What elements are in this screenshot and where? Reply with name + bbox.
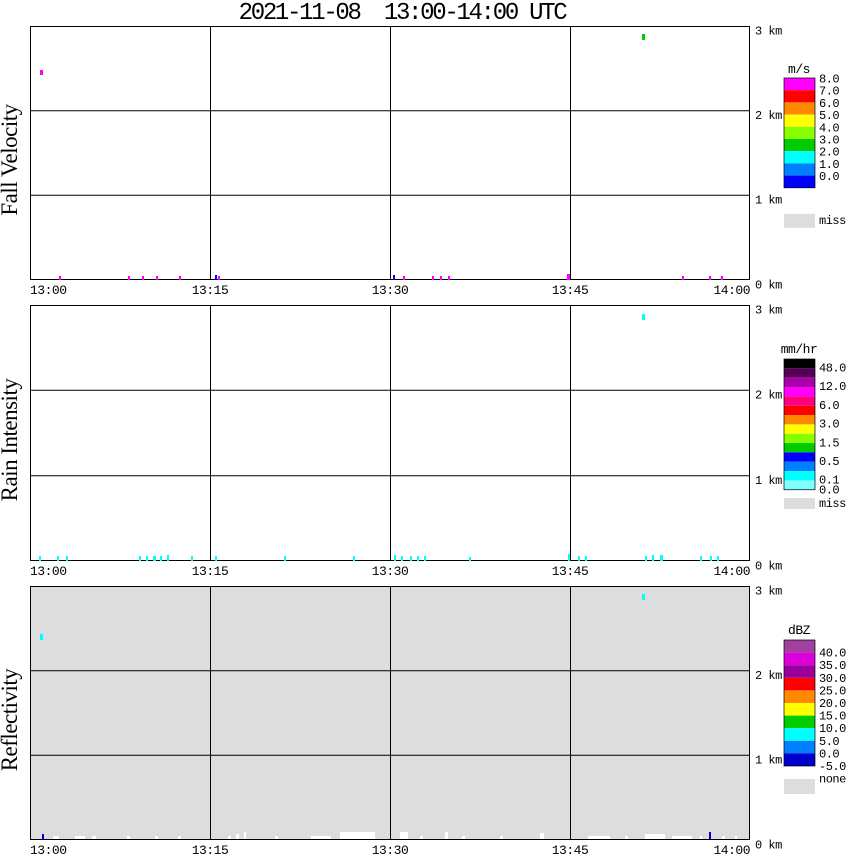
svg-text:6.0: 6.0	[819, 399, 839, 413]
svg-text:1.5: 1.5	[819, 436, 839, 450]
svg-text:Rain Intensity: Rain Intensity	[0, 378, 22, 502]
svg-text:miss: miss	[819, 497, 846, 511]
svg-text:1 km: 1 km	[755, 474, 782, 488]
svg-text:13:15: 13:15	[192, 283, 229, 298]
svg-text:1 km: 1 km	[755, 194, 782, 208]
svg-text:Reflectivity: Reflectivity	[0, 668, 22, 772]
svg-text:14:00: 14:00	[713, 283, 750, 298]
svg-text:13:15: 13:15	[192, 843, 229, 858]
svg-text:m/s: m/s	[788, 62, 810, 77]
svg-text:3 km: 3 km	[755, 303, 782, 317]
svg-text:13:30: 13:30	[372, 283, 409, 298]
svg-text:0.0: 0.0	[819, 484, 839, 498]
svg-text:13:15: 13:15	[192, 564, 229, 579]
svg-text:13:45: 13:45	[552, 564, 589, 579]
svg-text:0 km: 0 km	[755, 838, 782, 852]
svg-text:13:30: 13:30	[372, 843, 409, 858]
svg-text:0 km: 0 km	[755, 278, 782, 292]
svg-text:3.0: 3.0	[819, 418, 839, 432]
svg-text:14:00: 14:00	[713, 564, 750, 579]
svg-text:mm/hr: mm/hr	[781, 342, 818, 357]
svg-text:dBZ: dBZ	[788, 623, 811, 638]
svg-text:0.0: 0.0	[819, 170, 839, 184]
svg-text:14:00: 14:00	[713, 843, 750, 858]
svg-text:2 km: 2 km	[755, 669, 782, 683]
svg-text:13:00: 13:00	[30, 283, 67, 298]
svg-text:48.0: 48.0	[819, 362, 846, 376]
svg-text:miss: miss	[819, 214, 846, 228]
svg-text:none: none	[819, 773, 846, 787]
svg-text:13:00: 13:00	[30, 564, 67, 579]
svg-text:Fall Velocity: Fall Velocity	[0, 103, 22, 215]
svg-text:0 km: 0 km	[755, 559, 782, 573]
svg-text:12.0: 12.0	[819, 380, 846, 394]
svg-text:13:00: 13:00	[30, 843, 67, 858]
svg-text:2 km: 2 km	[755, 109, 782, 123]
svg-text:3 km: 3 km	[755, 24, 782, 38]
svg-text:2 km: 2 km	[755, 388, 782, 402]
svg-text:13:30: 13:30	[372, 564, 409, 579]
svg-text:3 km: 3 km	[755, 584, 782, 598]
svg-text:13:45: 13:45	[552, 283, 589, 298]
svg-text:13:45: 13:45	[552, 843, 589, 858]
svg-text:0.5: 0.5	[819, 455, 839, 469]
svg-text:1 km: 1 km	[755, 754, 782, 768]
